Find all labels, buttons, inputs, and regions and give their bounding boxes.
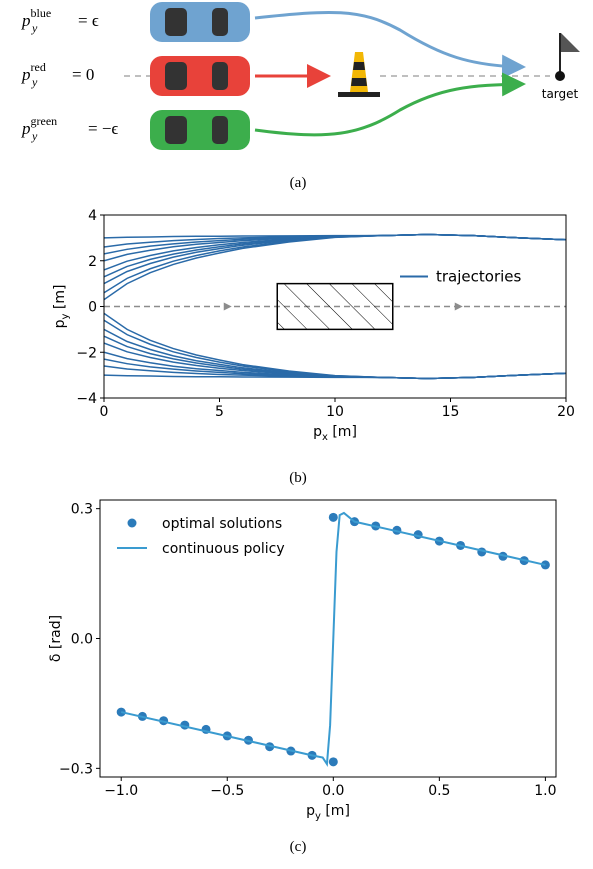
trajectory — [104, 328, 566, 380]
y-tick-label: 4 — [88, 208, 97, 224]
reference-arrow — [454, 302, 463, 311]
arrow-blue — [254, 10, 526, 79]
ylabel-part: δ [rad] — [48, 615, 64, 662]
xlabel-part: y — [315, 811, 321, 822]
label-sub: y — [31, 129, 38, 143]
label-sup: blue — [31, 6, 52, 20]
plot-frame — [99, 499, 557, 778]
x-tick-label: −1.0 — [104, 783, 138, 799]
state-label: pred y = 0 — [21, 60, 94, 89]
label-sup: red — [31, 60, 46, 74]
x-tick-label: 1.0 — [534, 783, 556, 799]
car-blue — [150, 2, 250, 42]
legend-label: continuous policy — [162, 541, 285, 557]
solution-point — [328, 757, 338, 767]
plot-area — [116, 511, 550, 768]
label-rhs: = 0 — [72, 65, 94, 84]
arrow-green — [254, 72, 526, 137]
caption: (c) — [290, 839, 307, 855]
xlabel-part: x — [322, 432, 328, 443]
reference-arrow — [223, 302, 232, 311]
solution-point — [328, 512, 338, 522]
flag — [555, 33, 580, 81]
state-label: pgreen y = −ϵ — [21, 114, 118, 143]
obstacle — [276, 282, 394, 331]
x-tick-label: 10 — [326, 404, 344, 420]
y-tick-label: −4 — [76, 391, 97, 407]
y-tick-label: −2 — [76, 345, 97, 361]
y-tick-label: 0.0 — [71, 632, 93, 648]
label-base: p — [21, 119, 31, 138]
x-tick-label: 5 — [215, 404, 224, 420]
ylabel: py [m] — [52, 285, 71, 329]
ylabel-part: [m] — [52, 285, 68, 314]
chart: −1.0 −0.5 0.0 0.5 1.0 −0.3 0.0 0.3 py [m] δ [rad]… — [48, 499, 557, 822]
ylabel: δ [rad] — [48, 615, 64, 662]
cone — [338, 52, 380, 97]
y-tick-label: 0 — [88, 300, 97, 316]
caption: (a) — [290, 175, 307, 191]
x-tick-label: 15 — [442, 404, 460, 420]
car-red — [150, 56, 250, 96]
label-sup: green — [31, 114, 58, 128]
y-tick-label: 0.3 — [71, 502, 93, 518]
y-tick-label: −0.3 — [59, 761, 93, 777]
x-tick-label: 20 — [557, 404, 575, 420]
xlabel: px [m] — [313, 424, 357, 443]
trajectory — [104, 312, 566, 380]
label-sub: y — [31, 75, 38, 89]
label-sub: y — [31, 21, 38, 35]
xlabel-part: [m] — [328, 424, 357, 440]
trajectory — [104, 233, 566, 301]
ylabel-part: p — [52, 319, 68, 328]
label-rhs: = ϵ — [78, 11, 99, 30]
label-base: p — [21, 65, 31, 84]
xlabel-part: p — [313, 424, 322, 440]
policy-line — [120, 511, 546, 768]
x-tick-label: 0.0 — [322, 783, 344, 799]
plot-frame — [103, 214, 567, 399]
label-base: p — [21, 11, 31, 30]
x-tick-label: −0.5 — [210, 783, 244, 799]
y-tick-label: 2 — [88, 254, 97, 270]
state-label: pblue y = ϵ — [21, 6, 99, 35]
legend-label: trajectories — [436, 268, 522, 286]
legend-label: optimal solutions — [162, 516, 282, 532]
target-label: target — [542, 87, 579, 101]
xlabel-part: p — [306, 803, 315, 819]
plot-area — [104, 233, 566, 380]
label-rhs: = −ϵ — [88, 119, 118, 138]
xlabel: py [m] — [306, 803, 350, 822]
caption: (b) — [289, 470, 307, 486]
ylabel-part: y — [60, 314, 71, 320]
xlabel-part: [m] — [321, 803, 350, 819]
x-tick-label: 0 — [100, 404, 109, 420]
legend-swatch — [127, 518, 137, 528]
x-tick-label: 0.5 — [428, 783, 450, 799]
car-green — [150, 110, 250, 150]
